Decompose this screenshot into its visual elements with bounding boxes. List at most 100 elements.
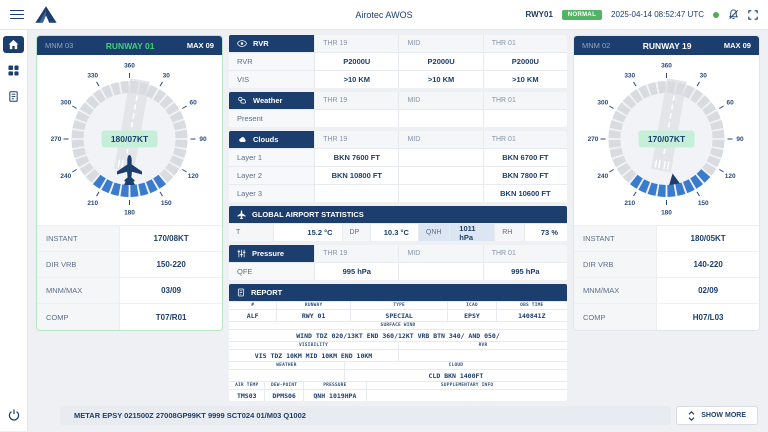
status-badge: NORMAL [561, 9, 603, 20]
runway-19-panel[interactable]: MNM 02 RUNWAY 19 MAX 09 30 60 90 120 150 180 2… [573, 35, 760, 331]
column-header: THR 19 [315, 92, 399, 109]
cloud-layer-row: Layer 1 BKN 7600 FT BKN 6700 FT [229, 149, 567, 166]
sidebar [0, 30, 28, 431]
table-row: DIR VRB 140-220 [574, 252, 759, 278]
svg-text:170/07KT: 170/07KT [648, 134, 686, 144]
bell-muted-icon[interactable] [728, 9, 739, 20]
svg-text:180: 180 [124, 210, 135, 217]
svg-text:270: 270 [588, 136, 599, 143]
surface-wind-header: SURFACE WIND [229, 322, 567, 329]
plane-icon [237, 210, 246, 219]
svg-text:300: 300 [60, 99, 71, 106]
hamburger-menu-icon[interactable] [10, 9, 24, 20]
sun-cloud-icon [238, 96, 247, 104]
show-more-button[interactable]: SHOW MORE [676, 406, 758, 425]
runway-title: RUNWAY 01 [105, 40, 155, 51]
runway-indicator[interactable]: RWY01 [525, 10, 553, 19]
footer-bar: METAR EPSY 021500Z 27008GP99KT 9999 SCT0… [60, 406, 758, 425]
svg-text:240: 240 [60, 173, 71, 180]
max-label: MAX 09 [186, 41, 214, 50]
wind-badge: 180/07KT [101, 130, 158, 148]
airplane-icon [117, 155, 142, 182]
runway-01-panel[interactable]: MNM 03 RUNWAY 01 MAX 09 30 60 90 120 150 180 2… [36, 35, 223, 331]
metar-message-bar[interactable]: METAR EPSY 021500Z 27008GP99KT 9999 SCT0… [60, 406, 672, 425]
utc-timestamp: 2025-04-14 08:52:47 UTC [611, 10, 704, 19]
main-content: MNM 03 RUNWAY 01 MAX 09 30 60 90 120 150 180 2… [28, 30, 768, 431]
table-row: COMP T07/R01 [37, 304, 222, 330]
wind-compass-rwy01: 30 60 90 120 150 180 210 240 270 300 330 360 180/07K… [37, 55, 222, 225]
cloud-icon [239, 137, 246, 142]
sidebar-item-home[interactable] [3, 36, 24, 53]
sidebar-item-reports[interactable] [3, 88, 24, 105]
svg-text:330: 330 [87, 73, 98, 80]
present-weather-row: Present [229, 110, 567, 127]
wind-compass-svg: 30 60 90 120 150 180 210 240 270 300 330 360 170/07K… [588, 63, 744, 217]
rvr-row: RVR P2000U P2000U P2000U [229, 53, 567, 70]
column-header: MID [399, 131, 483, 148]
weather-section-title: Weather [229, 92, 315, 109]
svg-text:180: 180 [661, 210, 672, 217]
column-header: THR 01 [483, 245, 567, 262]
runway-title: RUNWAY 19 [642, 40, 692, 51]
logout-power-button[interactable] [3, 406, 24, 423]
temp-pressure-header: AIR TEMP DEW-POINT PRESSURE SUPPLEMENTAR… [229, 382, 567, 389]
column-header: MID [399, 35, 483, 52]
clouds-section-title: Clouds [229, 131, 315, 148]
svg-text:210: 210 [624, 200, 635, 207]
wind-compass-svg: 30 60 90 120 150 180 210 240 270 300 330 360 180/07K… [51, 63, 207, 217]
wind-direction-pointer [669, 173, 680, 186]
table-row: DIR VRB 150-220 [37, 252, 222, 278]
weather-section: Weather THR 19 MID THR 01 Present [229, 92, 567, 127]
home-icon [8, 39, 19, 50]
rvr-section: RVR THR 19 MID THR 01 RVR P2000U P2000U … [229, 35, 567, 88]
clouds-section: Clouds THR 19 MID THR 01 Layer 1 BKN 760… [229, 131, 567, 202]
stat-label: T [229, 224, 273, 241]
stat-label-qnh: QNH [418, 224, 450, 241]
app-title: Airotec AWOS [355, 9, 413, 20]
svg-text:120: 120 [725, 173, 736, 180]
report-id-value-row: ALF RWY 01 SPECIAL EPSY 140841Z [229, 310, 567, 321]
column-header: THR 01 [483, 131, 567, 148]
wind-badge: 170/07KT [638, 130, 695, 148]
pressure-section-title: Pressure [229, 245, 315, 262]
svg-text:240: 240 [597, 173, 608, 180]
file-icon [237, 288, 245, 297]
max-label: MAX 09 [723, 41, 751, 50]
report-file-icon [9, 91, 18, 102]
topbar: Airotec AWOS RWY01 NORMAL 2025-04-14 08:… [0, 0, 768, 30]
svg-text:30: 30 [163, 73, 171, 80]
wind-data-table: INSTANT 170/08KT DIR VRB 150-220 MNM/MAX… [37, 225, 222, 330]
cloud-layer-row: Layer 2 BKN 10800 FT BKN 7800 FT [229, 167, 567, 184]
pressure-section: Pressure THR 19 MID THR 01 QFE 995 hPa 9… [229, 245, 567, 280]
column-header: THR 19 [315, 245, 399, 262]
rvr-section-title: RVR [229, 35, 315, 52]
svg-text:30: 30 [700, 73, 708, 80]
visibility-rvr-value: VIS TDZ 10KM MID 10KM END 10KM [229, 350, 567, 361]
svg-text:360: 360 [124, 63, 135, 70]
status-dot [713, 11, 719, 18]
svg-text:150: 150 [698, 200, 709, 207]
column-header: THR 19 [315, 35, 399, 52]
weather-cloud-header: WEATHER CLOUD [229, 362, 567, 369]
svg-text:150: 150 [161, 200, 172, 207]
sensor-sections: RVR THR 19 MID THR 01 RVR P2000U P2000U … [229, 35, 567, 401]
svg-text:180/07KT: 180/07KT [111, 134, 149, 144]
expand-updown-icon [688, 410, 695, 421]
table-row: MNM/MAX 02/09 [574, 278, 759, 304]
report-section: REPORT # RUNWAY TYPE ICAO OBS TIME ALF R… [229, 284, 567, 401]
sidebar-item-dashboard[interactable] [3, 62, 24, 79]
report-section-title: REPORT [229, 284, 567, 301]
table-row: MNM/MAX 03/09 [37, 278, 222, 304]
eye-icon [237, 40, 247, 47]
column-header: THR 01 [483, 35, 567, 52]
svg-text:210: 210 [87, 200, 98, 207]
svg-text:330: 330 [624, 73, 635, 80]
svg-text:270: 270 [51, 136, 62, 143]
table-row: INSTANT 180/05KT [574, 226, 759, 252]
svg-text:120: 120 [188, 173, 199, 180]
cloud-layer-row: Layer 3 BKN 10600 FT [229, 185, 567, 202]
metar-text: METAR EPSY 021500Z 27008GP99KT 9999 SCT0… [74, 411, 306, 420]
fullscreen-icon[interactable] [748, 9, 758, 20]
svg-text:300: 300 [597, 99, 608, 106]
column-header: MID [399, 92, 483, 109]
